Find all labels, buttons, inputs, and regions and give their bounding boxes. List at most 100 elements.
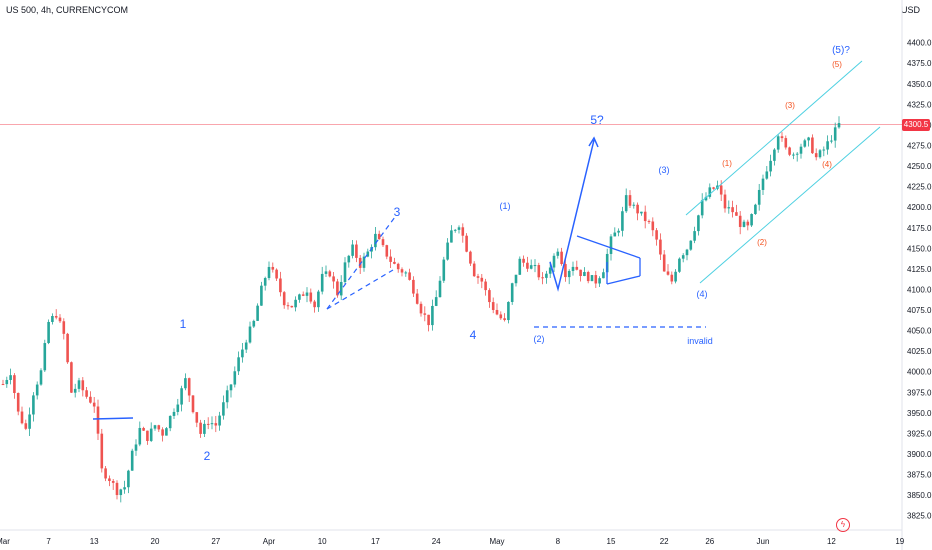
candle-body xyxy=(689,240,693,250)
candle-body xyxy=(423,313,427,315)
candle-body xyxy=(263,278,267,286)
candle-body xyxy=(66,333,69,363)
channel-upper-line xyxy=(685,60,863,216)
candle-body xyxy=(735,212,738,216)
candle-body xyxy=(248,326,252,343)
candle-body xyxy=(343,262,347,282)
candle-body xyxy=(168,415,172,429)
candle-body xyxy=(313,301,316,308)
candle-body xyxy=(628,195,632,206)
x-tick-label: 12 xyxy=(827,537,836,546)
channel-lower-line xyxy=(699,126,881,284)
candle-body xyxy=(776,136,780,150)
candle-body xyxy=(773,149,776,161)
candle-body xyxy=(286,305,290,307)
candle-body xyxy=(165,428,168,436)
candle-body xyxy=(704,196,708,201)
wave-label: 1 xyxy=(180,317,187,331)
candle-body xyxy=(537,265,541,278)
projection-arrowhead xyxy=(588,136,599,148)
wave-label: (1) xyxy=(500,201,511,211)
candle-body xyxy=(613,232,617,237)
y-tick-label: 4275.0 xyxy=(907,142,932,151)
candle-body xyxy=(73,388,77,393)
candle-body xyxy=(598,278,601,284)
x-tick-label: 8 xyxy=(556,537,561,546)
candle-body xyxy=(351,244,354,256)
candle-body xyxy=(678,258,681,272)
y-tick-label: 4000.0 xyxy=(907,368,932,377)
candle-body xyxy=(666,271,670,275)
candle-body xyxy=(317,291,320,308)
candle-body xyxy=(488,290,491,303)
candle-body xyxy=(643,211,647,222)
candle-body xyxy=(104,468,107,479)
x-tick-label: 24 xyxy=(432,537,441,546)
x-tick-label: Jun xyxy=(757,537,770,546)
candle-body xyxy=(579,269,582,277)
candle-body xyxy=(742,221,746,227)
candle-body xyxy=(465,235,468,252)
candle-body xyxy=(609,236,613,254)
candle-body xyxy=(586,272,590,282)
candle-body xyxy=(522,258,525,263)
candle-body xyxy=(206,423,210,425)
wave-label: (3) xyxy=(785,101,795,110)
candle-body xyxy=(146,430,149,441)
candle-body xyxy=(795,153,799,155)
wave-label: (2) xyxy=(757,238,767,247)
candle-body xyxy=(719,185,723,195)
candle-body xyxy=(431,305,434,326)
triangle-lower-line xyxy=(606,275,641,285)
candle-body xyxy=(427,314,430,326)
lightning-icon[interactable]: ϟ xyxy=(836,518,850,532)
candle-body xyxy=(446,242,449,260)
candle-body xyxy=(58,317,62,322)
x-tick-label: 27 xyxy=(211,537,220,546)
candle-body xyxy=(332,276,335,282)
candle-body xyxy=(20,411,24,424)
candle-body xyxy=(39,370,43,385)
candle-body xyxy=(81,380,85,391)
y-tick-label: 4175.0 xyxy=(907,224,932,233)
candle-body xyxy=(514,274,518,284)
y-tick-label: 4225.0 xyxy=(907,183,932,192)
candle-body xyxy=(415,293,419,304)
last-price-tag: 4300.5 xyxy=(902,118,930,131)
candle-body xyxy=(161,429,164,436)
candle-body xyxy=(347,255,351,263)
candle-body xyxy=(195,412,199,423)
candle-body xyxy=(130,450,134,471)
candle-body xyxy=(503,318,506,321)
candle-body xyxy=(529,265,533,269)
candle-body xyxy=(32,395,35,415)
candle-body xyxy=(818,150,822,158)
candle-body xyxy=(267,266,271,279)
wave-label: 3 xyxy=(394,205,401,219)
candle-body xyxy=(434,297,438,306)
y-tick-label: 4375.0 xyxy=(907,59,932,68)
candle-body xyxy=(396,263,400,270)
candle-body xyxy=(214,423,218,426)
candle-body xyxy=(210,423,214,425)
candle-body xyxy=(294,299,297,308)
candle-body xyxy=(111,480,115,483)
candle-body xyxy=(96,406,100,434)
candle-body xyxy=(590,275,594,282)
candle-body xyxy=(624,195,628,212)
candle-body xyxy=(275,269,278,279)
candle-body xyxy=(556,251,560,256)
y-tick-label: 3825.0 xyxy=(907,512,932,521)
candle-body xyxy=(336,281,339,296)
candle-body xyxy=(746,221,750,226)
candle-body xyxy=(575,266,579,270)
candle-body xyxy=(70,362,73,393)
y-tick-label: 4150.0 xyxy=(907,244,932,253)
x-tick-label: 13 xyxy=(90,537,99,546)
y-tick-label: 3950.0 xyxy=(907,409,932,418)
y-tick-label: 4200.0 xyxy=(907,203,932,212)
candle-body xyxy=(712,187,715,189)
candle-body xyxy=(833,127,837,141)
candle-body xyxy=(814,153,818,158)
